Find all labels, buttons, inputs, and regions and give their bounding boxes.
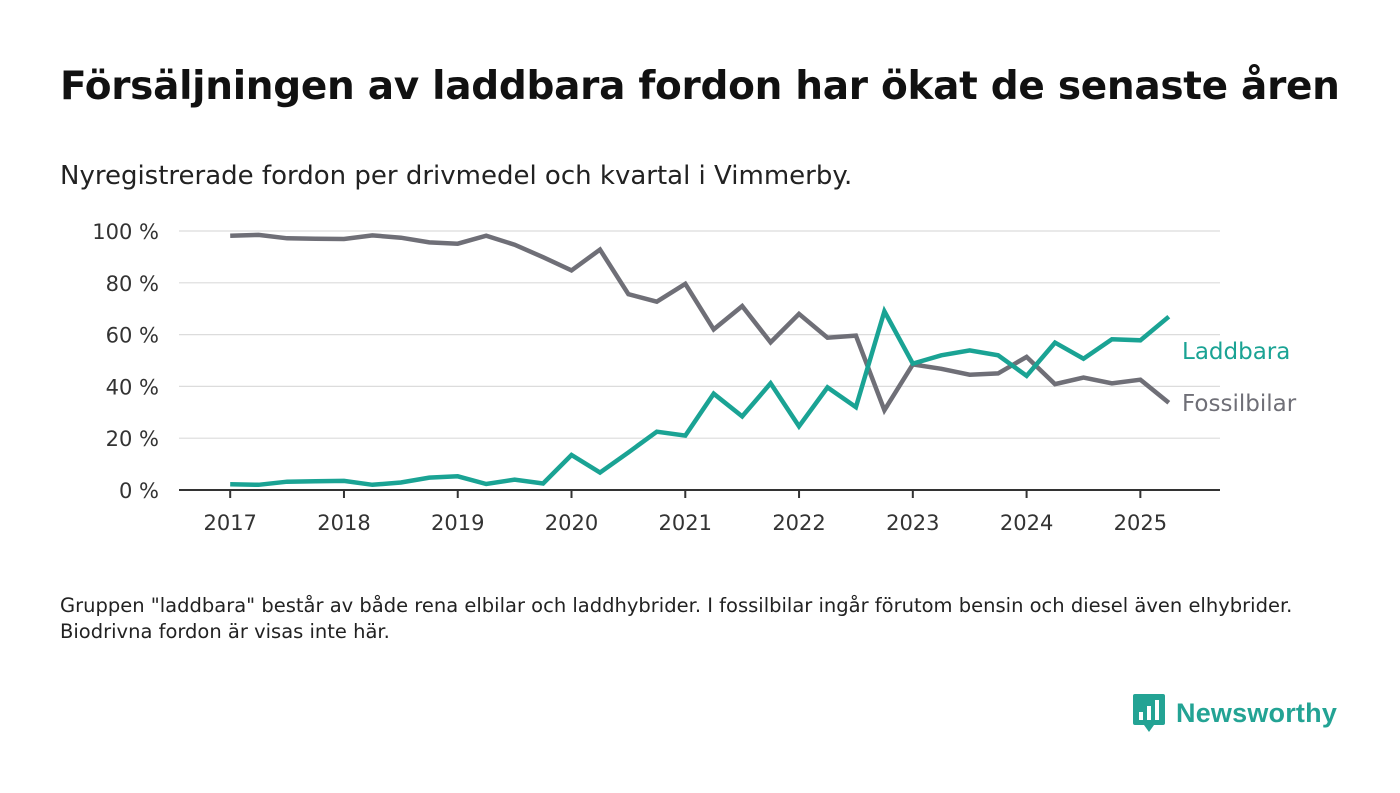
y-tick-label: 60 % — [106, 324, 159, 348]
x-tick-label: 2017 — [203, 511, 256, 535]
y-tick-label: 0 % — [119, 479, 159, 503]
x-tick-label: 2024 — [1000, 511, 1053, 535]
brand-name: Newsworthy — [1176, 697, 1338, 728]
y-tick-label: 80 % — [106, 272, 159, 296]
x-tick-label: 2022 — [772, 511, 825, 535]
footnote: Gruppen "laddbara" består av både rena e… — [60, 594, 1293, 643]
newsworthy-logo[interactable]: Newsworthy — [1132, 692, 1337, 734]
y-tick-label: 20 % — [106, 427, 159, 451]
series-label-fossilbilar: Fossilbilar — [1182, 391, 1297, 417]
chart-title: Försäljningen av laddbara fordon har öka… — [60, 64, 1340, 109]
y-tick-label: 100 % — [92, 220, 159, 244]
x-tick-label: 2019 — [431, 511, 484, 535]
series-line-fossilbilar — [230, 232, 1171, 416]
x-tick-label: 2025 — [1114, 511, 1167, 535]
chart-subtitle: Nyregistrerade fordon per drivmedel och … — [60, 161, 853, 191]
x-tick-label: 2018 — [317, 511, 370, 535]
y-tick-label: 40 % — [106, 375, 159, 399]
x-tick-label: 2021 — [659, 511, 712, 535]
series-line-laddbara — [230, 305, 1171, 488]
x-tick-label: 2020 — [545, 511, 598, 535]
newsworthy-chart-bubble-icon — [1133, 694, 1165, 732]
series-label-laddbara: Laddbara — [1182, 339, 1290, 365]
x-tick-label: 2023 — [886, 511, 939, 535]
